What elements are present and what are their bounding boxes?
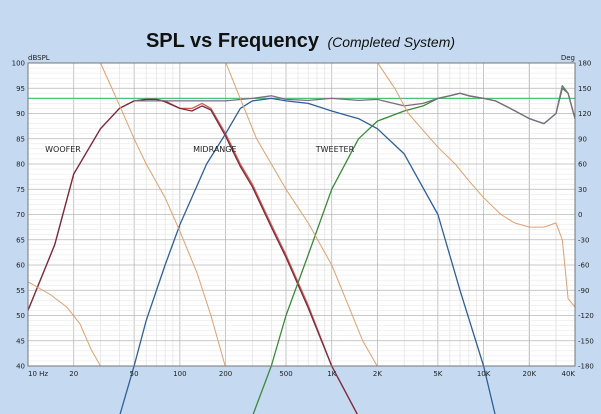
x-tick-label: 20K (523, 370, 537, 378)
series-layer (27, 62, 576, 414)
y2-tick-label: -60 (578, 262, 589, 270)
chart-title: SPL vs Frequency (145, 30, 319, 52)
x-tick-label: 100 (173, 370, 186, 378)
y-tick-label: 70 (16, 211, 25, 219)
y2-tick-label: -120 (578, 312, 594, 320)
y-tick-label: 40 (16, 363, 25, 371)
y2-tick-label: 0 (578, 211, 582, 219)
x-tick-label: 200 (219, 370, 232, 378)
series-line-2 (27, 98, 358, 414)
y2-tick-label: -30 (578, 236, 589, 244)
series-line-6 (27, 281, 101, 367)
x-tick-label: 2K (373, 370, 382, 378)
x-tick-label: 1K (327, 370, 336, 378)
annotation-label: WOOFER (45, 145, 81, 154)
series-line-8 (225, 62, 378, 367)
y2-tick-label: -150 (578, 337, 594, 345)
series-line-5 (134, 85, 576, 125)
y2-tick-label: 90 (578, 135, 587, 143)
y-tick-label: 90 (16, 110, 25, 118)
series-line-3 (119, 97, 496, 414)
y-tick-label: 75 (16, 186, 25, 194)
annotations: WOOFER MIDRANGE TWEETER (45, 145, 354, 154)
chart-subtitle: (Completed System) (327, 34, 456, 50)
y2-tick-label: -180 (578, 363, 594, 371)
x-tick-label: 10K (477, 370, 491, 378)
x-tick-label: 5K (433, 370, 442, 378)
x-tick-label: 40K (562, 370, 576, 378)
right-axis-label: Deg (561, 54, 575, 62)
y-tick-label: 60 (16, 262, 25, 270)
y-tick-label: 50 (16, 312, 25, 320)
grid (27, 62, 576, 367)
y-tick-label: 45 (16, 337, 25, 345)
series-line-9 (377, 62, 576, 308)
annotation-label: MIDRANGE (193, 145, 236, 154)
y-tick-label: 55 (16, 287, 25, 295)
annotation-label: TWEETER (315, 145, 355, 154)
y-tick-label: 100 (12, 60, 25, 68)
y2-tick-label: 180 (578, 60, 591, 68)
chart-title-block: SPL vs Frequency (Completed System) (0, 30, 601, 53)
plot-border (27, 62, 576, 367)
y-tick-label: 65 (16, 236, 25, 244)
y2-tick-label: 60 (578, 161, 587, 169)
y2-tick-label: 30 (578, 186, 587, 194)
y2-tick-label: 150 (578, 85, 591, 93)
x-tick-label: 50 (130, 370, 139, 378)
series-line-7 (100, 62, 226, 367)
y-tick-label: 80 (16, 161, 25, 169)
tick-labels: 10 Hz 20 50 100 200 500 1K 2K 5K 10K 20K 40K1009590… (12, 60, 594, 379)
y2-tick-label: 120 (578, 110, 591, 118)
y2-tick-label: -90 (578, 287, 589, 295)
y-tick-label: 85 (16, 135, 25, 143)
y-tick-label: 95 (16, 85, 25, 93)
x-tick-label: 10 Hz (28, 370, 48, 378)
x-tick-label: 500 (279, 370, 292, 378)
left-axis-label: dBSPL (28, 54, 50, 62)
x-tick-label: 20 (69, 370, 78, 378)
